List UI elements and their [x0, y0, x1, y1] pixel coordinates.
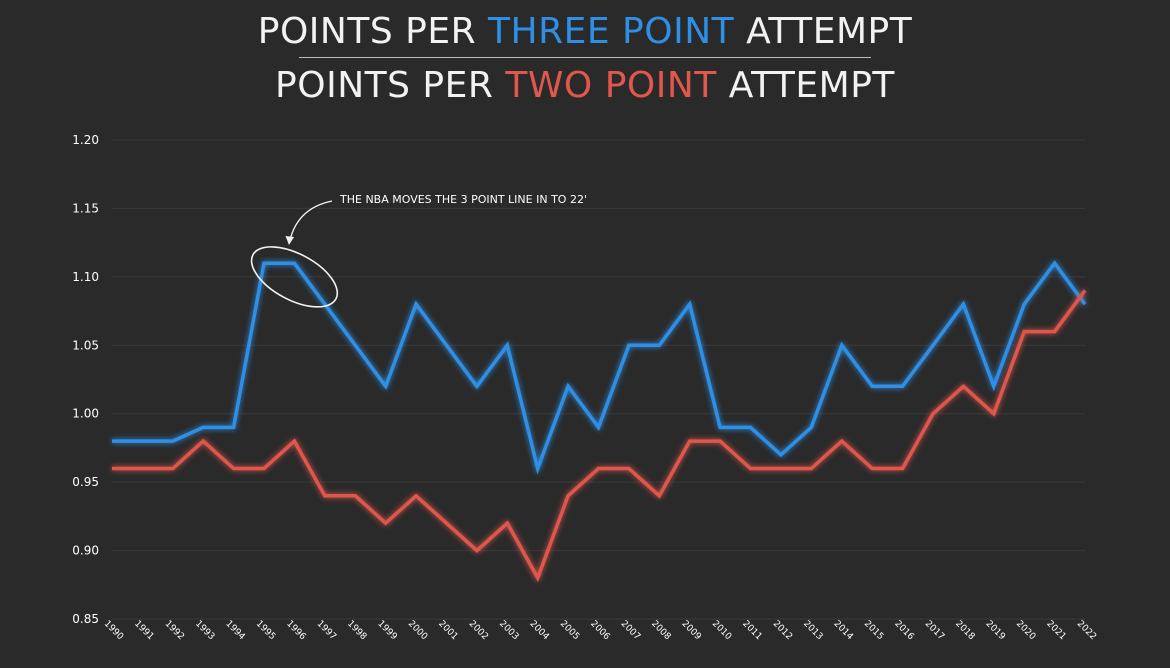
- x-tick-label: 1998: [345, 619, 368, 642]
- y-tick-label: 0.95: [72, 475, 99, 489]
- x-tick-label: 2002: [467, 619, 490, 642]
- x-tick-label: 2011: [740, 619, 763, 642]
- title-line1-prefix: POINTS PER: [257, 11, 489, 52]
- title-line2-suffix: ATTEMPT: [716, 65, 895, 106]
- x-tick-label: 1993: [193, 619, 216, 642]
- x-tick-label: 2003: [497, 619, 520, 642]
- title-line2-highlight: TWO POINT: [505, 65, 717, 106]
- annotation-arrowhead: [285, 236, 294, 245]
- x-tick-label: 2007: [619, 619, 642, 642]
- x-tick-label: 2010: [710, 619, 733, 642]
- grid-lines: [112, 139, 1085, 620]
- x-tick-label: 1995: [254, 619, 277, 642]
- x-tick-label: 1990: [102, 619, 125, 642]
- title-line1-suffix: ATTEMPT: [734, 11, 913, 52]
- x-tick-label: 2008: [649, 619, 672, 642]
- x-tick-label: 2021: [1044, 619, 1067, 642]
- x-tick-label: 2022: [1075, 619, 1098, 642]
- x-tick-label: 2019: [984, 619, 1007, 642]
- y-tick-label: 1.20: [72, 133, 99, 147]
- x-tick-label: 2013: [801, 619, 824, 642]
- x-tick-label: 1997: [315, 619, 338, 642]
- x-tick-label: 2000: [406, 619, 429, 642]
- x-tick-label: 1994: [223, 619, 246, 642]
- annotation-arrow: [289, 200, 333, 241]
- x-tick-label: 2012: [771, 619, 794, 642]
- x-tick-label: 2005: [558, 619, 581, 642]
- y-tick-label: 1.15: [72, 201, 99, 215]
- title-line-two-point: POINTS PER TWO POINT ATTEMPT: [0, 64, 1170, 108]
- x-tick-label: 2015: [862, 619, 885, 642]
- y-tick-label: 1.00: [72, 407, 99, 421]
- x-tick-label: 2018: [953, 619, 976, 642]
- x-tick-label: 1992: [163, 619, 186, 642]
- chart-title: POINTS PER THREE POINT ATTEMPT POINTS PE…: [0, 10, 1170, 108]
- x-tick-label: 2004: [527, 619, 550, 642]
- y-tick-label: 0.90: [72, 544, 99, 558]
- title-line1-highlight: THREE POINT: [488, 11, 735, 52]
- x-tick-label: 2009: [679, 619, 702, 642]
- x-axis-tick-labels: 1990 1991 1992 1993 1994 1995 1996 1997 1998 1999…: [102, 619, 1098, 642]
- x-tick-label: 2016: [892, 619, 915, 642]
- annotation: THE NBA MOVES THE 3 POINT LINE IN TO 22': [250, 193, 587, 308]
- x-tick-label: 2020: [1014, 619, 1037, 642]
- y-axis-tick-labels: 0.85 0.90 0.95 1.00 1.05 1.10 1.15 1.20: [72, 133, 99, 626]
- x-tick-label: 2001: [436, 619, 459, 642]
- x-tick-label: 1999: [375, 619, 398, 642]
- series-line-two-point: [112, 289, 1087, 583]
- title-divider: [299, 57, 871, 58]
- y-tick-label: 1.05: [72, 338, 99, 352]
- x-tick-label: 2017: [923, 619, 946, 642]
- y-tick-label: 0.85: [72, 612, 99, 626]
- annotation-highlight-ellipse: [250, 246, 339, 308]
- x-tick-label: 2014: [832, 619, 855, 642]
- y-tick-label: 1.10: [72, 270, 99, 284]
- annotation-text: THE NBA MOVES THE 3 POINT LINE IN TO 22': [339, 193, 587, 206]
- x-tick-label: 1991: [132, 619, 155, 642]
- x-tick-label: 1996: [284, 619, 307, 642]
- title-line-three-point: POINTS PER THREE POINT ATTEMPT: [0, 10, 1170, 54]
- title-line2-prefix: POINTS PER: [275, 65, 506, 106]
- x-tick-label: 2006: [588, 619, 611, 642]
- series-lines: [112, 260, 1087, 583]
- series-line-three-point: [112, 260, 1087, 475]
